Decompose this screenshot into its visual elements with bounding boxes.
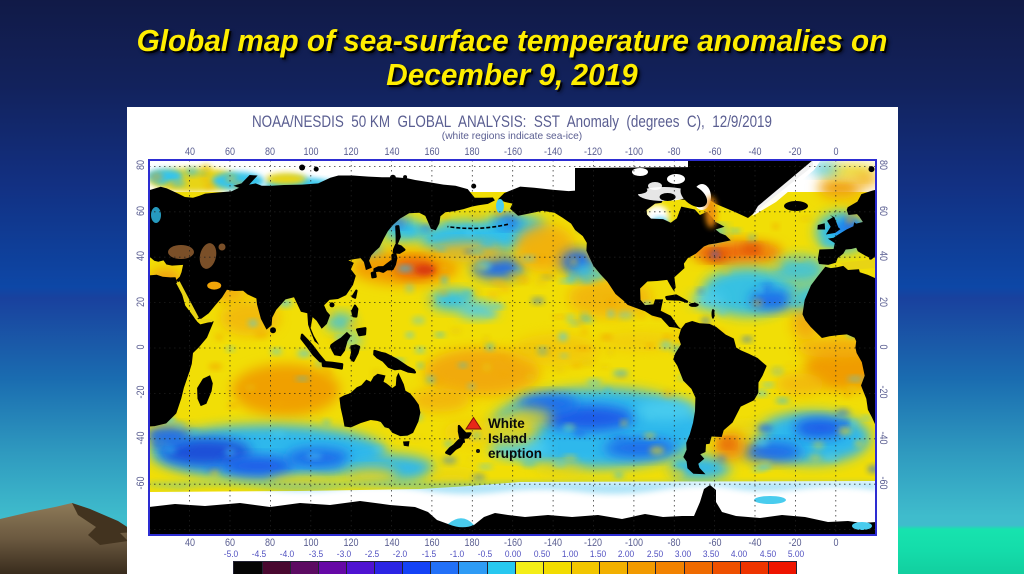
svg-text:eruption: eruption bbox=[488, 446, 542, 461]
svg-text:Island: Island bbox=[488, 431, 527, 446]
svg-text:White: White bbox=[488, 416, 525, 431]
